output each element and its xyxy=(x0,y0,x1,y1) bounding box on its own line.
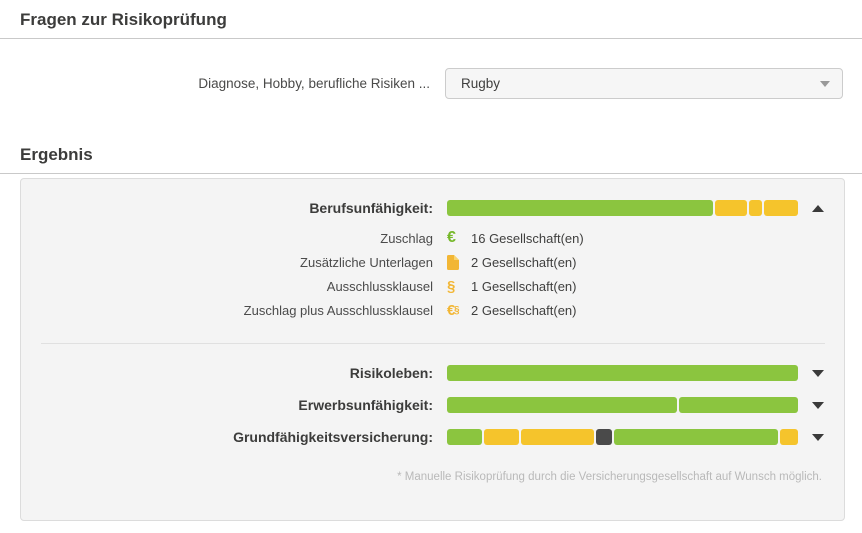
risk-question-label: Diagnose, Hobby, berufliche Risiken ... xyxy=(198,76,430,91)
detail-value: 2 Gesellschaft(en) xyxy=(447,255,844,270)
bar-segment-green xyxy=(447,365,798,381)
bar-segment-green xyxy=(614,429,779,445)
result-row-berufsunfaehigkeit: Berufsunfähigkeit: xyxy=(21,200,844,216)
manual-risk-check-footnote: * Manuelle Risikoprüfung durch die Versi… xyxy=(397,471,822,483)
bar-segment-green xyxy=(679,397,798,413)
result-row-label: Risikoleben: xyxy=(349,365,433,381)
document-icon xyxy=(447,255,459,270)
result-bar-risikoleben[interactable] xyxy=(447,365,798,381)
collapse-arrow-icon[interactable] xyxy=(812,204,824,212)
euro-section-icon: € § xyxy=(447,302,460,319)
bar-segment-yellow xyxy=(764,200,798,216)
result-row-label: Grundfähigkeitsversicherung: xyxy=(233,429,433,445)
bar-segment-green xyxy=(447,397,678,413)
result-row-erwerbsunfaehigkeit: Erwerbsunfähigkeit: xyxy=(21,397,844,413)
expand-arrow-icon[interactable] xyxy=(812,433,824,441)
result-bar-berufsunfaehigkeit[interactable] xyxy=(447,200,798,216)
bar-segment-yellow xyxy=(521,429,594,445)
detail-row-zuschlag-plus-ausschlussklausel: Zuschlag plus Ausschlussklausel € § 2 Ges… xyxy=(21,303,844,318)
result-bar-grundfaehigkeitsversicherung[interactable] xyxy=(447,429,798,445)
section-title-result: Ergebnis xyxy=(0,135,862,174)
detail-value: € § 2 Gesellschaft(en) xyxy=(447,303,844,318)
bar-segment-yellow xyxy=(780,429,798,445)
detail-label: Ausschlussklausel xyxy=(326,279,433,294)
detail-label: Zuschlag xyxy=(380,230,433,246)
detail-label: Zusätzliche Unterlagen xyxy=(300,255,433,270)
result-bar-erwerbsunfaehigkeit[interactable] xyxy=(447,397,798,413)
risk-answer-select-value: Rugby xyxy=(461,76,501,91)
detail-value: € 16 Gesellschaft(en) xyxy=(447,230,844,246)
detail-count: 2 Gesellschaft(en) xyxy=(471,303,577,318)
panel-divider xyxy=(41,343,825,344)
result-row-risikoleben: Risikoleben: xyxy=(21,365,844,381)
detail-value: § 1 Gesellschaft(en) xyxy=(447,279,844,294)
detail-count: 2 Gesellschaft(en) xyxy=(471,255,577,270)
bar-segment-yellow xyxy=(749,200,763,216)
detail-row-zusaetzliche-unterlagen: Zusätzliche Unterlagen 2 Gesellschaft(en… xyxy=(21,255,844,270)
result-panel: Berufsunfähigkeit: Zuschlag € 16 Gesells… xyxy=(20,178,845,521)
detail-label: Zuschlag plus Ausschlussklausel xyxy=(243,303,433,318)
result-row-label: Berufsunfähigkeit: xyxy=(309,200,433,216)
section-title-risk-questions: Fragen zur Risikoprüfung xyxy=(0,0,862,39)
detail-row-zuschlag: Zuschlag € 16 Gesellschaft(en) xyxy=(21,230,844,246)
risk-answer-select[interactable]: Rugby xyxy=(445,68,843,99)
bar-segment-yellow xyxy=(714,200,748,216)
detail-count: 16 Gesellschaft(en) xyxy=(471,230,584,246)
bar-segment-dark xyxy=(595,429,613,445)
bar-segment-yellow xyxy=(484,429,520,445)
risk-question-row: Diagnose, Hobby, berufliche Risiken ... … xyxy=(0,68,862,99)
chevron-down-icon xyxy=(820,80,830,87)
detail-count: 1 Gesellschaft(en) xyxy=(471,279,577,294)
berufsunfaehigkeit-details: Zuschlag € 16 Gesellschaft(en) Zusätzlic… xyxy=(21,230,844,319)
section-sign-icon: § xyxy=(447,278,456,295)
detail-row-ausschlussklausel: Ausschlussklausel § 1 Gesellschaft(en) xyxy=(21,279,844,294)
result-row-grundfaehigkeitsversicherung: Grundfähigkeitsversicherung: xyxy=(21,429,844,445)
expand-arrow-icon[interactable] xyxy=(812,401,824,409)
bar-segment-green xyxy=(447,200,713,216)
euro-icon: € xyxy=(447,229,456,246)
result-row-label: Erwerbsunfähigkeit: xyxy=(298,397,433,413)
expand-arrow-icon[interactable] xyxy=(812,369,824,377)
bar-segment-green xyxy=(447,429,483,445)
